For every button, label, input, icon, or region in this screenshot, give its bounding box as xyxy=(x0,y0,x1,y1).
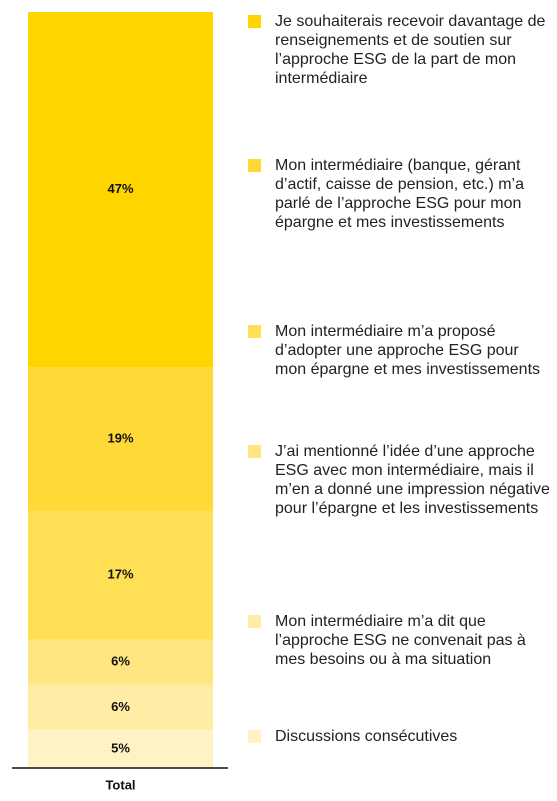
legend-label: Mon intermédiaire m’a proposé d’adopter … xyxy=(275,323,541,378)
legend-item: Mon intermédiaire (banque, gérant d’acti… xyxy=(248,156,553,232)
legend-label: J’ai mentionné l’idée d’une approche ESG… xyxy=(275,443,550,517)
legend-item: Je souhaiterais recevoir davantage de re… xyxy=(248,12,553,88)
legend-swatch xyxy=(248,445,261,458)
legend-label: Je souhaiterais recevoir davantage de re… xyxy=(275,13,546,87)
bar-segment xyxy=(28,684,213,731)
value-label: 6% xyxy=(111,699,130,714)
value-label: 5% xyxy=(111,741,130,756)
legend-item: Mon intermédiaire m’a proposé d’adopter … xyxy=(248,322,553,379)
legend-swatch xyxy=(248,730,261,743)
legend-swatch xyxy=(248,325,261,338)
bar-segment xyxy=(28,639,213,685)
value-label: 17% xyxy=(107,567,133,582)
bar-segment xyxy=(28,510,213,640)
value-label: 47% xyxy=(107,181,133,196)
legend-label: Mon intermédiaire m’a dit que l’approche… xyxy=(275,613,526,668)
legend-item: Mon intermédiaire m’a dit que l’approche… xyxy=(248,612,553,669)
legend-swatch xyxy=(248,15,261,28)
legend-swatch xyxy=(248,159,261,172)
bar-segment xyxy=(28,367,213,511)
legend-label: Mon intermédiaire (banque, gérant d’acti… xyxy=(275,157,525,231)
legend-item: J’ai mentionné l’idée d’une approche ESG… xyxy=(248,442,553,518)
value-label: 6% xyxy=(111,654,130,669)
bar-segment xyxy=(28,12,213,368)
legend-swatch xyxy=(248,615,261,628)
legend-item: Discussions consécutives xyxy=(248,727,553,746)
legend-label: Discussions consécutives xyxy=(275,728,458,745)
bar-segment xyxy=(28,730,213,768)
x-tick-label: Total xyxy=(105,777,135,792)
value-label: 19% xyxy=(107,431,133,446)
